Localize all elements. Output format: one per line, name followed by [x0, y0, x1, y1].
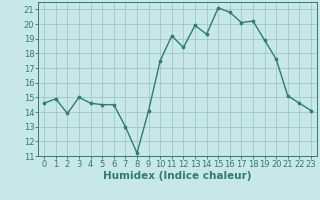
X-axis label: Humidex (Indice chaleur): Humidex (Indice chaleur): [103, 171, 252, 181]
